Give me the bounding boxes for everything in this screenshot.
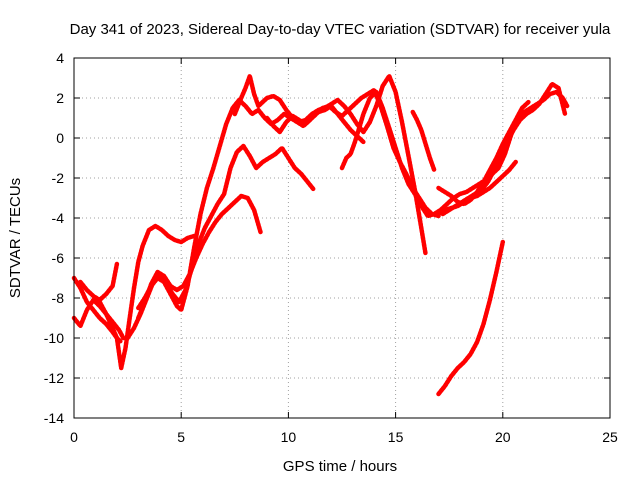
y-tick-label: 2 <box>56 90 64 106</box>
chart-title: Day 341 of 2023, Sidereal Day-to-day VTE… <box>70 21 611 38</box>
y-tick-label: -12 <box>44 370 64 386</box>
y-tick-label: -14 <box>44 410 64 426</box>
x-tick-label: 20 <box>495 429 511 445</box>
plot-frame <box>73 57 611 419</box>
y-tick-label: -4 <box>52 210 65 226</box>
y-tick-label: -6 <box>52 250 65 266</box>
series-arc-8 <box>232 73 428 257</box>
y-tick-label: -2 <box>52 170 65 186</box>
grid <box>74 58 610 418</box>
x-tick-label: 25 <box>602 429 618 445</box>
series-group <box>71 73 570 397</box>
series-arc-10 <box>339 89 570 219</box>
series-arc-9 <box>264 103 366 145</box>
series-arc-3 <box>78 261 120 303</box>
series-arc-4 <box>97 223 197 371</box>
y-tick-label: 4 <box>56 50 64 66</box>
x-tick-label: 15 <box>388 429 404 445</box>
y-tick-label: -10 <box>44 330 64 346</box>
x-axis-ticks: 0 5 10 15 20 25 <box>70 58 618 445</box>
x-axis-label: GPS time / hours <box>283 458 397 475</box>
y-tick-label: 0 <box>56 130 64 146</box>
y-axis-label: SDTVAR / TECUs <box>7 178 24 298</box>
y-axis-ticks: -14 -12 -10 -8 -6 -4 -2 0 2 4 <box>44 50 610 426</box>
series-arc-6 <box>136 193 263 321</box>
series-arc-5 <box>125 143 317 341</box>
x-tick-label: 10 <box>281 429 297 445</box>
series-arc-14 <box>436 159 518 217</box>
y-tick-label: -8 <box>52 290 65 306</box>
x-tick-label: 5 <box>177 429 185 445</box>
series-arc-15 <box>436 239 506 397</box>
x-tick-label: 0 <box>70 429 78 445</box>
series-arc-13 <box>436 99 531 207</box>
series-arc-11 <box>410 109 437 173</box>
